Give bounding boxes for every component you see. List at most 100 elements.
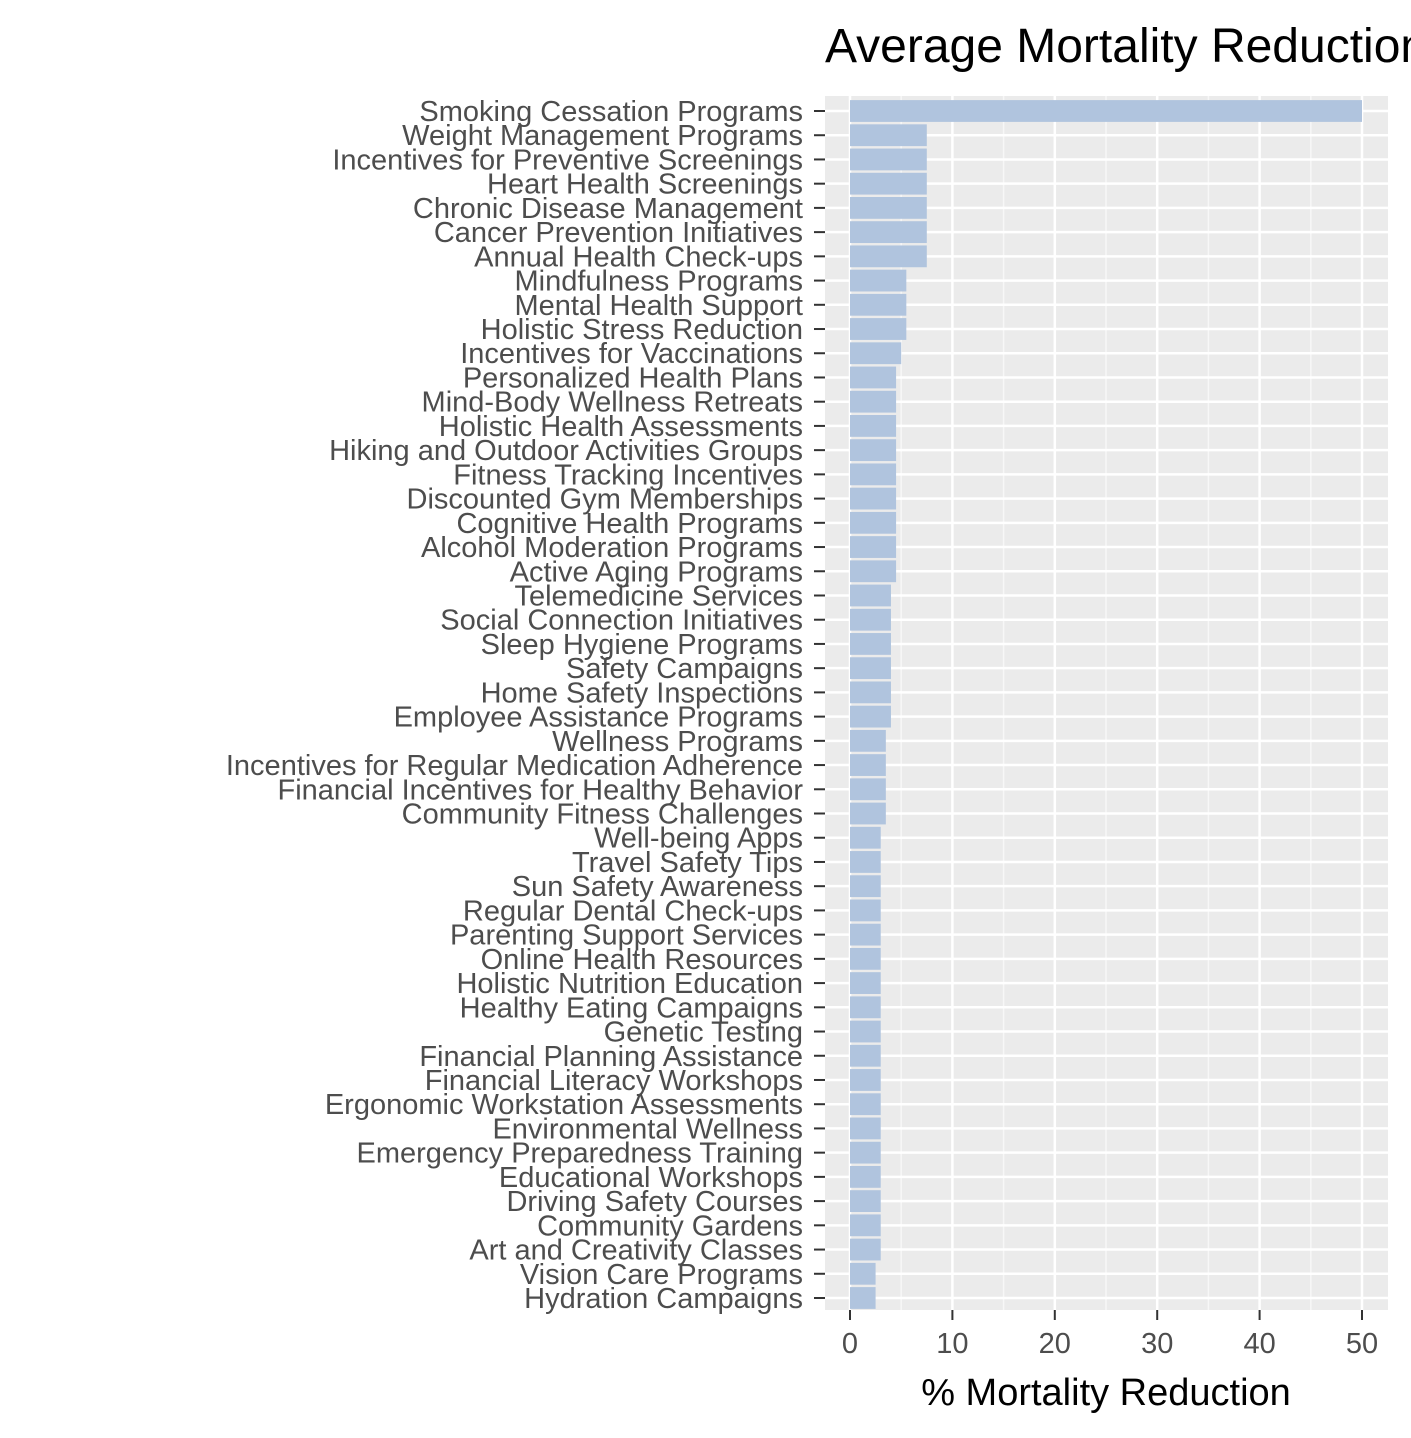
bar [850,657,891,680]
category-label: Safety Campaigns [566,653,803,685]
bar [850,584,891,607]
bar [850,245,927,268]
category-label: Driving Safety Courses [506,1186,803,1218]
bar [850,487,897,510]
bars [850,100,1362,1309]
category-label: Discounted Gym Memberships [407,484,803,516]
category-label: Online Health Resources [481,944,803,976]
category-label: Sleep Hygiene Programs [481,629,803,661]
category-label: Hydration Campaigns [524,1283,803,1315]
bar [850,826,881,849]
bar [850,1214,881,1237]
bar [850,1190,881,1213]
category-label: Active Aging Programs [510,556,803,588]
bar [850,729,886,752]
category-label: Holistic Stress Reduction [481,314,803,346]
bar [850,1165,881,1188]
x-tick-label: 40 [1243,1328,1275,1360]
bar [850,802,886,825]
chart-title: Average Mortality Reduction [825,20,1411,73]
bar [850,851,881,873]
category-label: Parenting Support Services [450,920,803,952]
category-label: Alcohol Moderation Programs [421,532,803,564]
bar [850,415,897,437]
bar [850,536,897,558]
x-tick-label: 50 [1346,1328,1378,1360]
bar [850,1093,881,1116]
bar [850,996,881,1019]
category-label: Cognitive Health Programs [456,508,803,540]
category-label: Well-being Apps [594,823,803,855]
bar [850,1238,881,1261]
category-label: Annual Health Check-ups [474,241,803,273]
category-label: Fitness Tracking Incentives [453,459,803,491]
category-label: Social Connection Initiatives [440,605,803,637]
category-label: Financial Planning Assistance [419,1041,803,1073]
category-label: Holistic Health Assessments [439,411,803,443]
category-label: Mental Health Support [514,290,803,322]
category-label: Environmental Wellness [492,1113,803,1145]
category-label: Vision Care Programs [520,1259,803,1291]
bar [850,681,891,704]
bar [850,754,886,776]
category-label: Cancer Prevention Initiatives [434,217,803,249]
bar [850,705,891,728]
bar [850,947,881,970]
bar [850,899,881,922]
bar [850,293,907,316]
bar [850,1117,881,1140]
category-label: Mind-Body Wellness Retreats [422,387,803,419]
bar [850,390,897,413]
category-label: Sun Safety Awareness [512,871,803,903]
bar [850,778,886,801]
bar [850,221,927,244]
bar [850,100,1362,122]
bar [850,923,881,946]
bar [850,1262,876,1285]
category-label: Personalized Health Plans [463,362,803,394]
bar [850,608,891,631]
x-axis: 0 10 20 30 40 50 [842,1310,1378,1360]
bar [850,342,902,365]
bar [850,172,927,195]
x-tick-label: 20 [1039,1328,1071,1360]
category-label: Incentives for Preventive Screenings [332,144,803,176]
category-label: Regular Dental Check-ups [463,895,803,927]
x-axis-title: % Mortality Reduction [921,1372,1291,1414]
bar [850,196,927,219]
category-label: Healthy Eating Campaigns [460,992,803,1024]
category-label: Chronic Disease Management [413,193,803,225]
category-label: Weight Management Programs [402,120,803,152]
bar [850,439,897,462]
bar [850,1020,881,1043]
category-label: Genetic Testing [604,1017,803,1049]
category-label: Mindfulness Programs [515,266,804,298]
category-label: Hiking and Outdoor Activities Groups [329,435,803,467]
category-label: Incentives for Regular Medication Adhere… [226,750,803,782]
category-label: Art and Creativity Classes [469,1235,803,1267]
bar [850,1141,881,1164]
bar [850,366,897,389]
bar [850,269,907,292]
bar [850,124,927,147]
category-label: Wellness Programs [552,726,803,758]
category-label: Financial Incentives for Healthy Behavio… [278,774,804,806]
bar [850,1287,876,1309]
x-tick-label: 0 [842,1328,858,1360]
bar [850,511,897,534]
bar [850,633,891,655]
category-label: Community Fitness Challenges [402,799,803,831]
category-label: Community Gardens [537,1210,803,1242]
bar [850,1069,881,1091]
category-label: Travel Safety Tips [572,847,803,879]
category-label: Home Safety Inspections [481,677,803,709]
bar [850,560,897,583]
bar [850,463,897,486]
category-label: Smoking Cessation Programs [419,96,803,128]
bar [850,148,927,171]
bar [850,972,881,994]
x-tick-label: 10 [936,1328,968,1360]
category-label: Heart Health Screenings [487,169,803,201]
